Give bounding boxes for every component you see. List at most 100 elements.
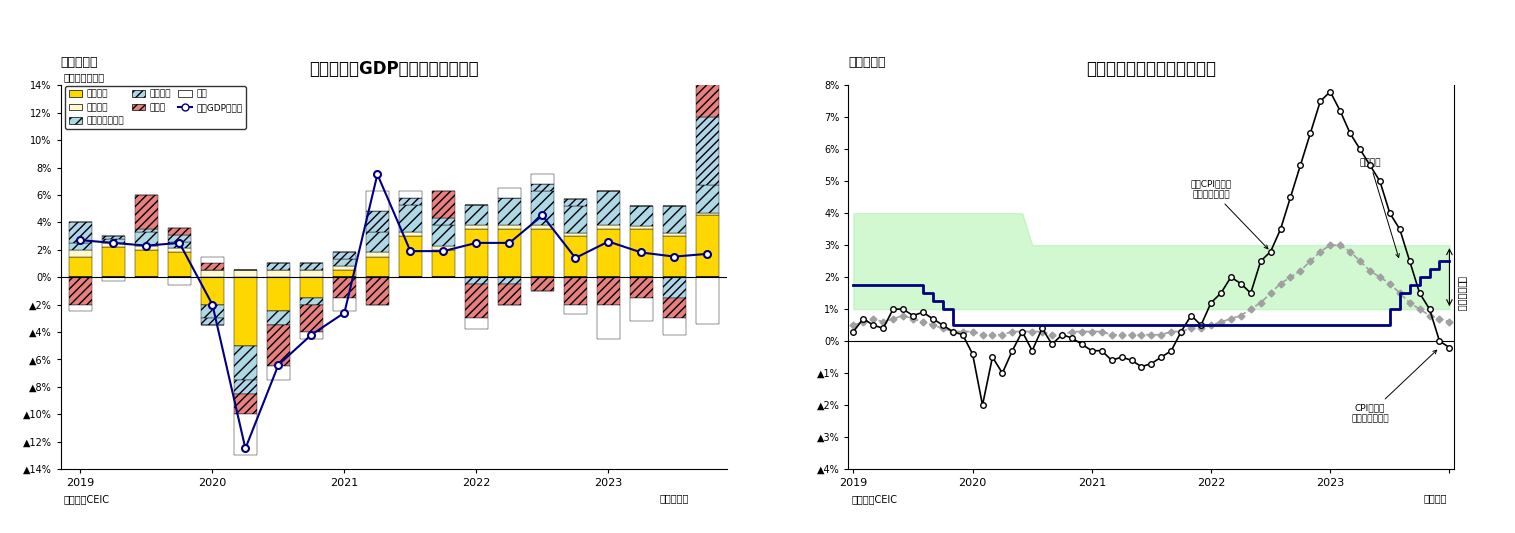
Bar	[68, 243, 92, 250]
Bar	[168, 253, 191, 277]
Bar	[365, 212, 389, 232]
Bar	[267, 366, 289, 380]
Text: （前年同期比）: （前年同期比）	[64, 72, 105, 83]
Bar	[664, 206, 686, 233]
Bar	[498, 198, 521, 225]
Bar	[233, 380, 258, 394]
Bar	[233, 414, 258, 455]
Bar	[432, 250, 454, 277]
Title: タイの実質GDP成長率（需要側）: タイの実質GDP成長率（需要側）	[309, 60, 479, 78]
Bar	[267, 311, 289, 325]
Bar	[564, 304, 586, 314]
Bar	[398, 236, 423, 277]
Bar	[432, 225, 454, 246]
Bar	[664, 277, 686, 298]
Bar	[68, 277, 92, 304]
Text: コアCPI上昇率
（前年同月比）: コアCPI上昇率 （前年同月比）	[1191, 180, 1268, 249]
Bar	[233, 277, 258, 346]
Text: インフレ目標: インフレ目標	[1457, 276, 1467, 311]
Bar	[333, 260, 356, 266]
Bar	[597, 191, 620, 225]
Legend: 民間消費, 政府消費, 総固定資本形成, 在庫変動, 純輸出, 誤差, 実質GDP成長率: 民間消費, 政府消費, 総固定資本形成, 在庫変動, 純輸出, 誤差, 実質GD…	[65, 86, 247, 129]
Bar	[102, 277, 124, 281]
Bar	[564, 277, 586, 304]
Bar	[597, 225, 620, 229]
Bar	[465, 225, 488, 229]
Bar	[498, 229, 521, 277]
Bar	[135, 250, 158, 277]
Bar	[168, 277, 191, 285]
Bar	[597, 304, 620, 339]
Title: タイのインフレ率と政策金利: タイのインフレ率と政策金利	[1086, 60, 1217, 78]
Bar	[365, 277, 389, 304]
Bar	[102, 247, 124, 277]
Text: （図表７）: （図表７）	[61, 56, 98, 69]
Bar	[695, 69, 720, 117]
Bar	[102, 243, 124, 247]
Bar	[201, 256, 224, 263]
Text: （図表８）: （図表８）	[848, 56, 886, 69]
Bar	[333, 277, 356, 298]
Bar	[267, 270, 289, 277]
Bar	[530, 174, 554, 184]
Bar	[201, 270, 224, 277]
Bar	[300, 263, 323, 270]
Bar	[135, 246, 158, 250]
Bar	[530, 184, 554, 191]
Bar	[300, 304, 323, 332]
Bar	[664, 233, 686, 236]
Bar	[333, 298, 356, 311]
Bar	[68, 304, 92, 311]
Bar	[168, 241, 191, 248]
Bar	[564, 236, 586, 277]
Bar	[664, 298, 686, 318]
Bar	[135, 232, 158, 246]
Bar	[465, 277, 488, 284]
Bar	[68, 250, 92, 256]
Bar	[530, 225, 554, 229]
Bar	[465, 318, 488, 329]
Bar	[68, 222, 92, 243]
Bar	[398, 198, 423, 205]
Bar	[597, 277, 620, 304]
Bar	[168, 235, 191, 241]
Bar	[102, 239, 124, 243]
Text: CPI上昇率
（前年同月比）: CPI上昇率 （前年同月比）	[1351, 350, 1436, 423]
Bar	[398, 232, 423, 236]
Bar	[135, 229, 158, 232]
Bar	[300, 332, 323, 339]
Bar	[465, 229, 488, 277]
Bar	[398, 191, 423, 198]
Bar	[695, 213, 720, 215]
Bar	[597, 229, 620, 277]
Bar	[201, 277, 224, 304]
Bar	[564, 233, 586, 236]
Text: （資料）CEIC: （資料）CEIC	[64, 494, 109, 504]
Text: （月次）: （月次）	[1423, 493, 1447, 503]
Bar	[201, 263, 224, 270]
Bar	[102, 236, 124, 239]
Bar	[233, 270, 258, 277]
Bar	[233, 394, 258, 414]
Text: 政策金利: 政策金利	[1359, 158, 1400, 257]
Bar	[564, 206, 586, 233]
Bar	[300, 270, 323, 277]
Bar	[498, 225, 521, 229]
Bar	[201, 304, 224, 318]
Bar	[498, 284, 521, 304]
Bar	[300, 277, 323, 298]
Bar	[267, 325, 289, 366]
Bar	[398, 205, 423, 232]
Bar	[465, 284, 488, 318]
Bar	[300, 298, 323, 304]
Bar	[630, 229, 653, 277]
Bar	[530, 229, 554, 277]
Bar	[432, 191, 454, 218]
Bar	[365, 253, 389, 256]
Bar	[432, 246, 454, 250]
Text: （四半期）: （四半期）	[661, 493, 689, 503]
Bar	[630, 277, 653, 298]
Bar	[630, 206, 653, 227]
Bar	[664, 318, 686, 335]
Bar	[695, 277, 720, 324]
